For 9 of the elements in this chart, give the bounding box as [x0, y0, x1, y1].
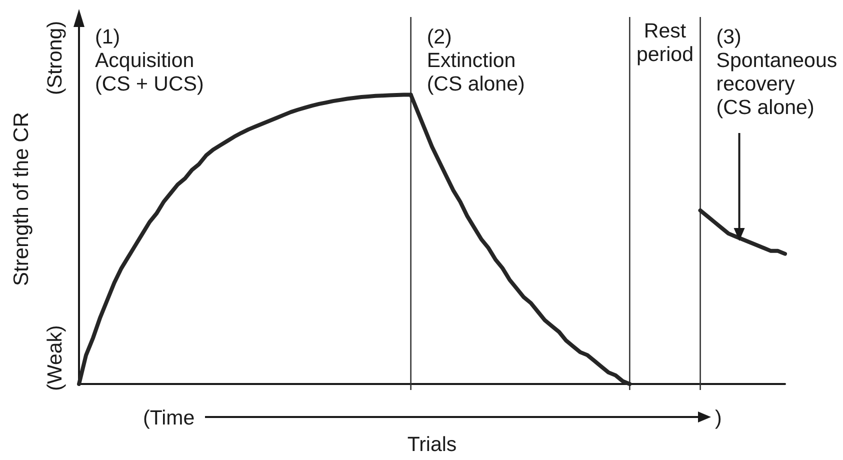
- annotation: (2) Extinction (CS alone): [426, 25, 525, 96]
- text: (Weak): [44, 325, 66, 391]
- text: Rest period: [636, 19, 694, 66]
- x-axis-title: Trials: [407, 433, 457, 456]
- annotation: (1) Acquisition (CS + UCS): [95, 25, 204, 96]
- annotation: (3) Spontaneous recovery (CS alone): [716, 25, 838, 119]
- text: (Strong): [44, 20, 66, 96]
- y-axis-title: Strength of the CR: [10, 112, 33, 286]
- text: (Time ): [143, 406, 722, 430]
